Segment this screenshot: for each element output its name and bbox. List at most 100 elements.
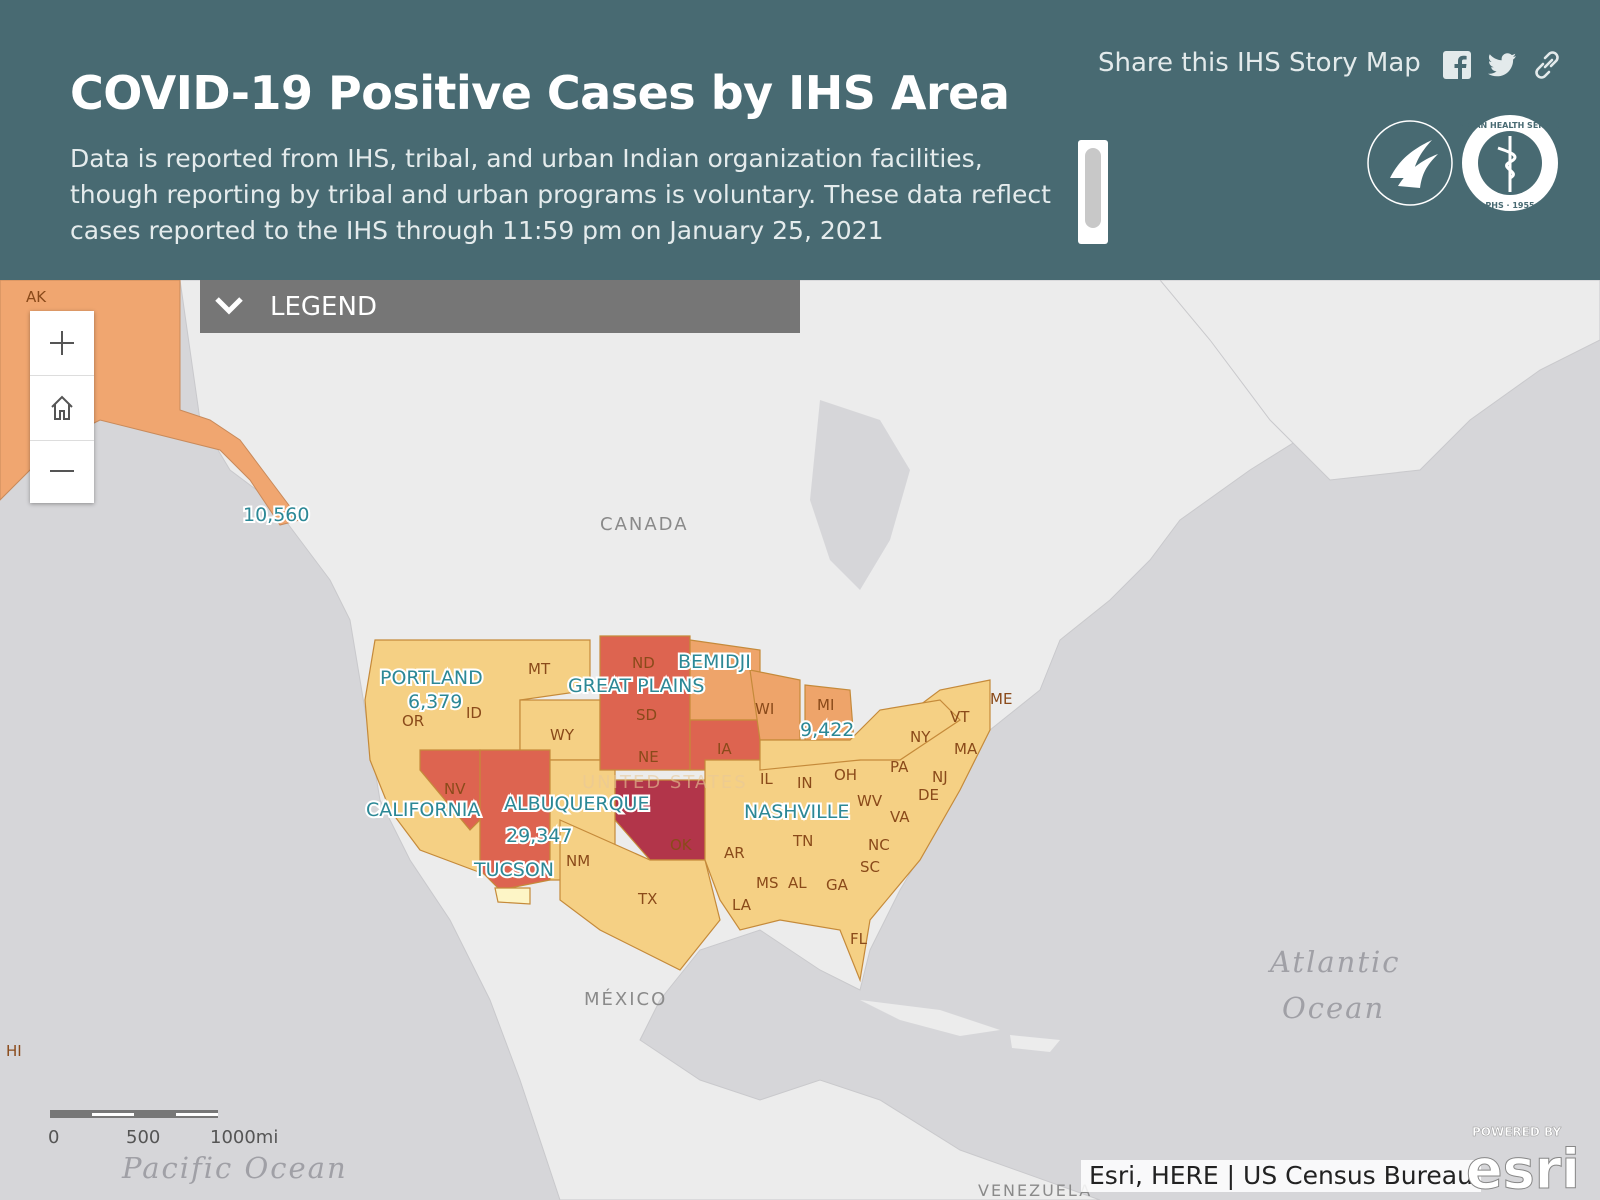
state-label-la: LA [732, 896, 752, 914]
description-scrollbar[interactable] [1078, 140, 1108, 244]
minus-icon [50, 470, 74, 472]
country-label-mexico: MÉXICO [584, 988, 667, 1010]
us-states [364, 635, 991, 983]
state-label-al: AL [788, 874, 807, 892]
facebook-icon[interactable] [1442, 50, 1472, 80]
state-label-ar: AR [724, 844, 745, 862]
state-label-wi: WI [755, 700, 774, 718]
state-label-sd: SD [636, 706, 657, 724]
esri-wordmark: esri [1466, 1138, 1580, 1196]
zoom-out-button[interactable] [30, 439, 94, 503]
scale-label-500: 500 [126, 1127, 160, 1148]
state-label-mi: MI [817, 696, 834, 714]
region-east-north [759, 699, 961, 771]
state-label-va: VA [890, 808, 910, 826]
country-label-canada: CANADA [600, 514, 689, 535]
scale-label-1000: 1000mi [210, 1127, 278, 1148]
area-label-portland: PORTLAND [380, 667, 483, 689]
scale-bar: 0 500 1000mi [48, 1110, 278, 1148]
region-tx [559, 819, 721, 971]
case-count-alaska: 10,560 [243, 504, 309, 526]
state-label-nd: ND [632, 654, 655, 672]
state-label-ne: NE [638, 748, 659, 766]
zoom-in-button[interactable] [30, 311, 94, 375]
state-label-ma: MA [954, 740, 978, 758]
area-label-bemidji: BEMIDJI [678, 651, 751, 673]
scale-bar-segment [92, 1113, 134, 1116]
state-label-or: OR [402, 712, 424, 730]
map-attribution: Esri, HERE | US Census Bureau [1081, 1160, 1481, 1192]
state-label-tx: TX [637, 890, 657, 908]
state-label-nv: NV [444, 780, 466, 798]
case-count-albuquerque: 29,347 [506, 825, 572, 847]
state-label-oh: OH [834, 766, 857, 784]
state-label-tn: TN [792, 832, 813, 850]
zoom-controls [30, 311, 94, 503]
country-label-us: UNITED STATES [582, 772, 748, 793]
share-label: Share this IHS Story Map [1098, 48, 1421, 78]
ocean-labels: Pacific Ocean Atlantic Ocean [121, 945, 1401, 1185]
country-label-venezuela: VENEZUELA [978, 1181, 1092, 1200]
area-label-great-plains: GREAT PLAINS [568, 675, 704, 697]
region-az [479, 749, 551, 891]
scale-label-0: 0 [48, 1127, 59, 1148]
state-label-me: ME [990, 690, 1012, 708]
state-label-in: IN [797, 774, 813, 792]
link-icon[interactable] [1532, 50, 1562, 80]
state-label-nj: NJ [932, 768, 948, 786]
region-nv [419, 749, 481, 831]
scale-bar-segment [176, 1113, 218, 1116]
hispaniola-land [1010, 1035, 1060, 1052]
case-count-bemidji: 9,422 [800, 719, 854, 741]
header-banner: COVID-19 Positive Cases by IHS Area Data… [0, 0, 1600, 280]
state-label-il: IL [760, 770, 773, 788]
state-label-ms: MS [756, 874, 778, 892]
ocean-label-atlantic: Atlantic [1267, 945, 1401, 979]
scrollbar-thumb[interactable] [1085, 148, 1101, 228]
area-label-california: CALIFORNIA [366, 799, 480, 821]
ihs-seal-logo: INDIAN HEALTH SERVICE PHS · 1955 [1367, 115, 1560, 211]
home-button[interactable] [30, 375, 94, 441]
state-label-ok: OK [670, 836, 693, 854]
map-canvas[interactable]: AK HI MT ND SD NE IA WI MI NY ME VT MA N… [0, 280, 1600, 1200]
esri-logo: POWERED BY esri [1466, 1125, 1581, 1196]
country-labels: CANADA MÉXICO UNITED STATES VENEZUELA [582, 514, 1092, 1200]
state-label-vt: VT [950, 708, 970, 726]
chevron-down-icon [215, 297, 243, 315]
region-tucson [494, 887, 531, 905]
state-labels: AK HI MT ND SD NE IA WI MI NY ME VT MA N… [6, 288, 1012, 1060]
legend-label: LEGEND [270, 292, 377, 322]
state-label-ia: IA [717, 740, 732, 758]
ocean-label-ocean: Ocean [1282, 991, 1385, 1025]
state-label-ga: GA [826, 876, 849, 894]
state-label-fl: FL [850, 930, 868, 948]
legend-toggle[interactable]: LEGEND [200, 280, 800, 333]
seal-text: INDIAN HEALTH SERVICE [1455, 121, 1560, 130]
area-label-tucson: TUCSON [473, 859, 554, 881]
state-label-id: ID [466, 704, 482, 722]
twitter-icon[interactable] [1487, 50, 1517, 80]
state-label-sc: SC [860, 858, 880, 876]
state-label-pa: PA [890, 758, 909, 776]
page-title: COVID-19 Positive Cases by IHS Area [70, 66, 1010, 120]
hudson-bay [810, 400, 910, 590]
ocean-label-pacific: Pacific Ocean [121, 1151, 348, 1185]
page-description: Data is reported from IHS, tribal, and u… [70, 144, 1051, 245]
area-label-nashville: NASHVILLE [744, 801, 849, 823]
greenland-land [1159, 280, 1600, 481]
state-label-nm: NM [566, 852, 590, 870]
seal-year: PHS · 1955 [1485, 201, 1535, 210]
state-label-ak: AK [26, 288, 47, 306]
state-label-wv: WV [857, 792, 883, 810]
state-label-wy: WY [550, 726, 575, 744]
state-label-nc: NC [868, 836, 890, 854]
state-label-hi: HI [6, 1042, 22, 1060]
area-label-albuquerque: ALBUQUERQUE [504, 793, 649, 815]
esri-powered-by: POWERED BY [1472, 1125, 1561, 1139]
cuba-land [860, 1000, 1000, 1036]
home-icon [51, 395, 73, 420]
plus-icon [50, 331, 74, 355]
area-labels: PORTLAND BEMIDJI GREAT PLAINS CALIFORNIA… [241, 502, 856, 883]
state-label-de: DE [918, 786, 939, 804]
state-label-mt: MT [528, 660, 551, 678]
